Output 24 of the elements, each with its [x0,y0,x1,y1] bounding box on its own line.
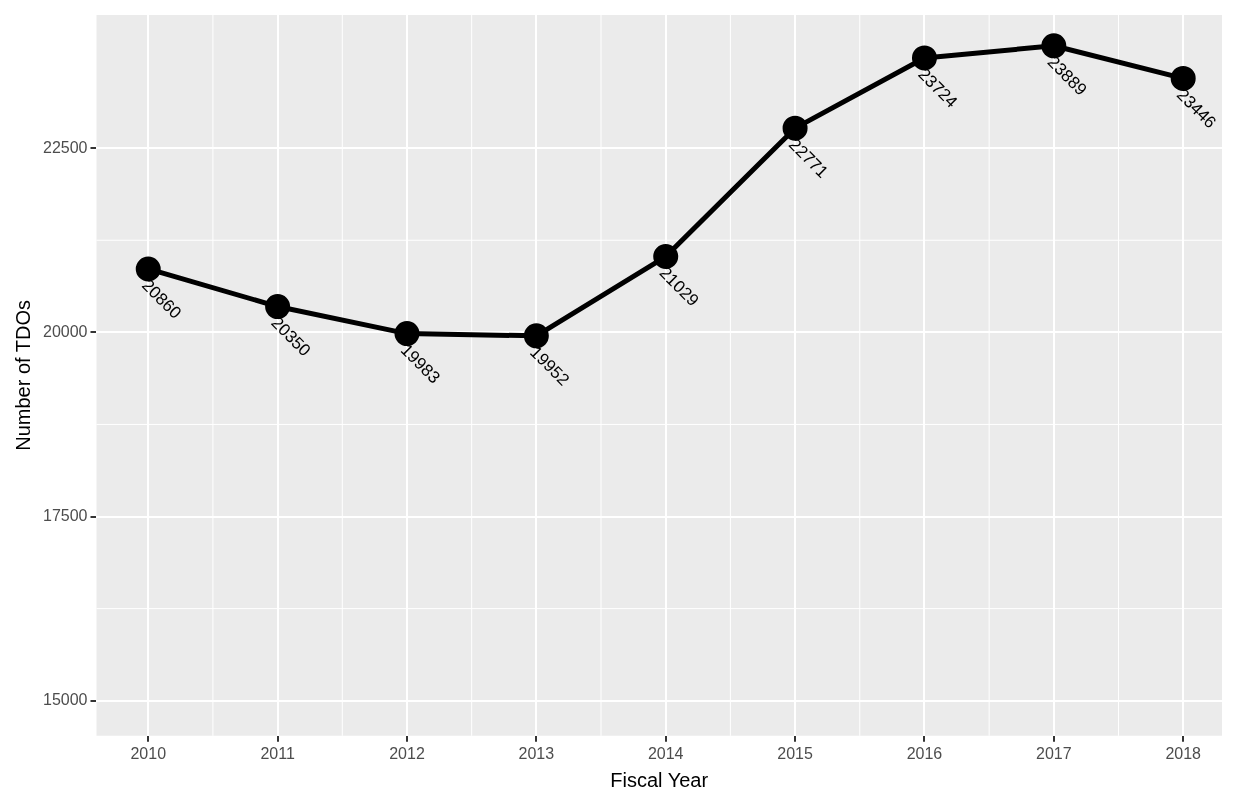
point [523,323,549,349]
y-tick-label: 22500 [42,138,88,156]
point [1041,33,1067,59]
point [653,244,679,270]
x-tick-label: 2018 [1165,744,1202,762]
point [135,256,161,282]
y-axis-title: Number of TDOs [11,300,34,451]
x-tick-label: 2010 [130,744,167,762]
point [782,115,808,141]
x-tick-label: 2016 [906,744,943,762]
point [1170,65,1196,91]
point [265,294,291,320]
y-tick-label: 20000 [42,322,88,340]
x-tick-label: 2012 [389,744,425,762]
x-tick-label: 2015 [777,744,813,762]
x-tick-label: 2011 [260,744,295,762]
y-tick-label: 17500 [42,506,88,524]
x-axis-title: Fiscal Year [610,768,709,791]
x-tick-label: 2014 [647,744,684,762]
point [394,321,420,347]
y-tick-label: 15000 [42,691,88,709]
x-tick-label: 2017 [1036,744,1072,762]
x-tick-label: 2013 [518,744,555,762]
point [911,45,937,71]
